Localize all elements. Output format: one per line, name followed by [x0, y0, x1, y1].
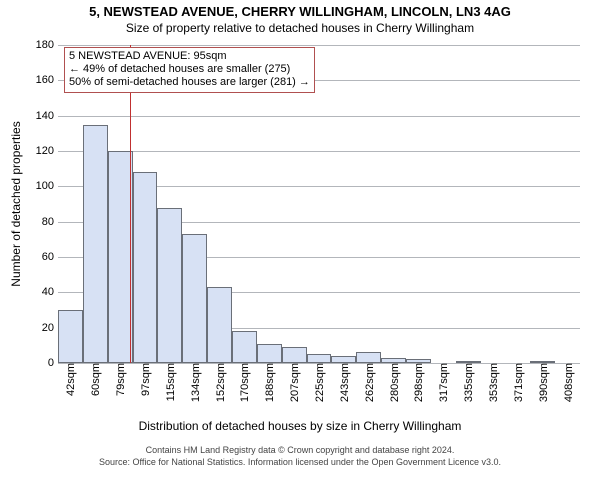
- gridline: [58, 45, 580, 46]
- y-tick-label: 180: [36, 39, 58, 51]
- x-tick-label: 115sqm: [163, 363, 177, 401]
- annotation-line: ← 49% of detached houses are smaller (27…: [69, 63, 310, 76]
- x-tick-label: 207sqm: [287, 363, 301, 402]
- y-tick-label: 80: [42, 216, 58, 228]
- y-tick-label: 100: [36, 180, 58, 192]
- gridline: [58, 116, 580, 117]
- annotation-line: 50% of semi-detached houses are larger (…: [69, 76, 310, 89]
- histogram-bar: [307, 354, 332, 363]
- x-tick-label: 60sqm: [88, 363, 102, 396]
- histogram-bar: [108, 151, 133, 363]
- histogram-bar: [83, 125, 108, 364]
- x-tick-label: 225sqm: [312, 363, 326, 402]
- x-tick-label: 79sqm: [113, 363, 127, 396]
- histogram-bar: [282, 347, 307, 363]
- histogram-bar: [182, 234, 207, 363]
- histogram-bar: [331, 356, 356, 363]
- histogram-bar: [356, 352, 381, 363]
- plot-area: 02040608010012014016018042sqm60sqm79sqm9…: [58, 45, 580, 363]
- x-tick-label: 152sqm: [213, 363, 227, 402]
- y-tick-label: 20: [42, 322, 58, 334]
- x-tick-label: 335sqm: [461, 363, 475, 402]
- x-tick-label: 134sqm: [188, 363, 202, 402]
- footer-line-1: Contains HM Land Registry data © Crown c…: [0, 445, 600, 457]
- gridline: [58, 151, 580, 152]
- x-tick-label: 243sqm: [337, 363, 351, 402]
- x-tick-label: 298sqm: [411, 363, 425, 402]
- y-tick-label: 0: [48, 357, 58, 369]
- y-axis-label: Number of detached properties: [9, 121, 23, 286]
- histogram-bar: [232, 331, 257, 363]
- x-tick-label: 371sqm: [511, 363, 525, 402]
- histogram-bar: [207, 287, 232, 363]
- y-tick-label: 140: [36, 110, 58, 122]
- histogram-bar: [257, 344, 282, 363]
- chart-subtitle: Size of property relative to detached ho…: [0, 21, 600, 35]
- footer-line-3: Source: Office for National Statistics. …: [0, 457, 600, 469]
- x-tick-label: 188sqm: [262, 363, 276, 402]
- y-tick-label: 60: [42, 251, 58, 263]
- x-tick-label: 170sqm: [237, 363, 251, 402]
- x-tick-label: 262sqm: [362, 363, 376, 402]
- x-tick-label: 390sqm: [536, 363, 550, 402]
- annotation-line: 5 NEWSTEAD AVENUE: 95sqm: [69, 50, 310, 63]
- histogram-bar: [157, 208, 182, 363]
- x-tick-label: 317sqm: [436, 363, 450, 402]
- histogram-bar: [133, 172, 158, 363]
- x-axis-label: Distribution of detached houses by size …: [0, 419, 600, 433]
- x-tick-label: 97sqm: [138, 363, 152, 396]
- y-tick-label: 160: [36, 74, 58, 86]
- x-tick-label: 408sqm: [561, 363, 575, 402]
- reference-line: [130, 45, 131, 363]
- annotation-box: 5 NEWSTEAD AVENUE: 95sqm← 49% of detache…: [64, 47, 315, 93]
- histogram-bar: [58, 310, 83, 363]
- x-tick-label: 280sqm: [387, 363, 401, 402]
- y-tick-label: 40: [42, 286, 58, 298]
- y-tick-label: 120: [36, 145, 58, 157]
- chart-title-address: 5, NEWSTEAD AVENUE, CHERRY WILLINGHAM, L…: [0, 4, 600, 19]
- chart-footer: Contains HM Land Registry data © Crown c…: [0, 445, 600, 468]
- x-tick-label: 42sqm: [63, 363, 77, 396]
- x-tick-label: 353sqm: [486, 363, 500, 402]
